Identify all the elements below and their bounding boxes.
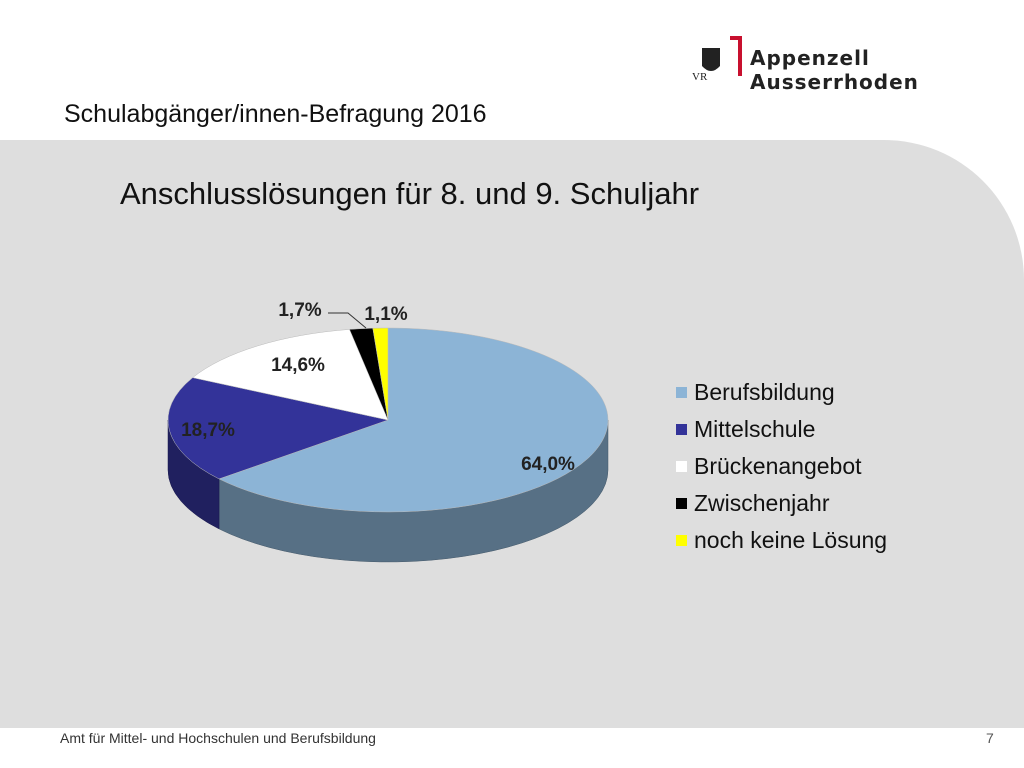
legend-swatch [676,387,687,398]
data-label-4: 1,1% [364,304,407,325]
pie-slice-berufsbildung [218,327,609,513]
legend-item: Mittelschule [676,411,887,448]
logo-text: Appenzell Ausserrhoden [750,46,919,94]
legend-swatch [676,424,687,435]
data-label-0: 64,0% [521,454,575,475]
data-label-3: 1,7% [278,300,321,321]
footer-text: Amt für Mittel- und Hochschulen und Beru… [60,730,376,746]
legend-label: Mittelschule [694,416,816,442]
legend-swatch [676,535,687,546]
legend-swatch [676,461,687,472]
legend-label: Zwischenjahr [694,490,830,516]
legend-swatch [676,498,687,509]
coat-of-arms-icon: VR [692,36,742,83]
chart-legend: Berufsbildung Mittelschule Brückenangebot Z… [676,374,887,559]
legend-label: Berufsbildung [694,379,835,405]
data-label-2: 14,6% [271,355,325,376]
legend-item: Berufsbildung [676,374,887,411]
pie-slice-mittelschule [167,377,389,480]
logo-initials: VR [692,71,708,83]
leader-line [328,312,367,329]
pie-slice-br-ckenangebot [192,329,389,421]
page-number: 7 [986,730,994,746]
legend-item: Zwischenjahr [676,485,887,522]
pie-slice-noch-keine-l-sung [372,327,389,421]
legend-label: noch keine Lösung [694,527,888,553]
slide-title: Schulabgänger/innen-Befragung 2016 [64,100,487,128]
legend-label: Brückenangebot [694,453,862,479]
data-label-1: 18,7% [181,420,235,441]
legend-item: noch keine Lösung [676,522,887,559]
chart-title: Anschlusslösungen für 8. und 9. Schuljah… [120,176,700,211]
legend-item: Brückenangebot [676,448,887,485]
canton-logo: VR Appenzell Ausserrhoden [690,36,1010,94]
